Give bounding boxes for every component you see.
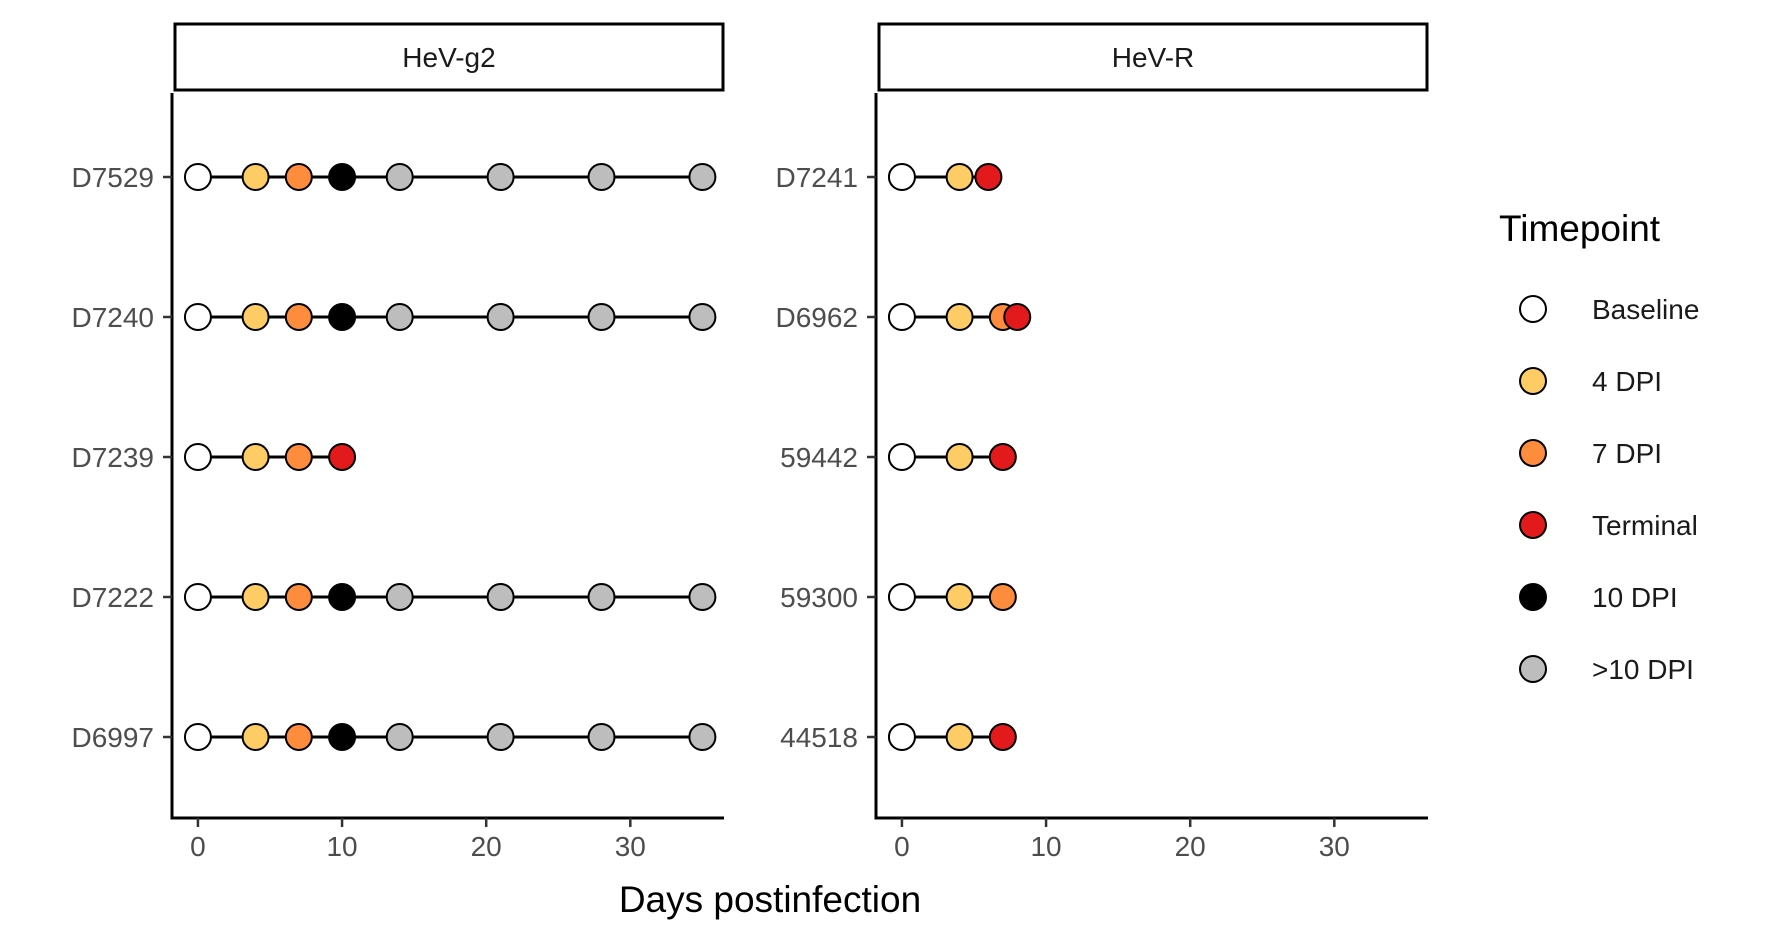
data-point-dpi7 <box>284 443 313 471</box>
y-tick-label: D7239 <box>71 442 154 473</box>
legend-label: Baseline <box>1592 294 1699 325</box>
data-point-dpi4 <box>945 583 974 611</box>
x-tick-label: 20 <box>471 831 502 862</box>
strip-label: HeV-g2 <box>402 42 495 73</box>
data-point-dpi4 <box>241 583 270 611</box>
strip-label: HeV-R <box>1112 42 1194 73</box>
legend-key <box>1519 367 1547 395</box>
data-point-baseline <box>183 303 212 331</box>
x-tick-label: 30 <box>615 831 646 862</box>
data-point-gt10 <box>486 723 515 751</box>
data-point-dpi4 <box>945 303 974 331</box>
data-point-dpi4 <box>241 443 270 471</box>
legend-key <box>1519 295 1547 323</box>
x-tick-label: 30 <box>1319 831 1350 862</box>
data-point-terminal <box>328 443 357 471</box>
legend-title: Timepoint <box>1499 208 1661 249</box>
data-point-gt10 <box>486 583 515 611</box>
y-tick-label: 44518 <box>780 722 858 753</box>
data-point-baseline <box>183 163 212 191</box>
data-point-baseline <box>887 723 916 751</box>
legend-key <box>1519 655 1547 683</box>
data-point-dpi4 <box>945 163 974 191</box>
y-tick-label: D7240 <box>71 302 154 333</box>
data-point-baseline <box>887 583 916 611</box>
x-tick-label: 0 <box>894 831 910 862</box>
data-point-dpi4 <box>945 723 974 751</box>
data-point-baseline <box>887 303 916 331</box>
strip-box <box>173 22 725 92</box>
legend: Timepoint Baseline 4 DPI 7 DPI Terminal 10 DP… <box>1499 208 1699 685</box>
legend-key <box>1519 511 1547 539</box>
data-point-gt10 <box>587 723 616 751</box>
legend-label: 10 DPI <box>1592 582 1678 613</box>
data-point-gt10 <box>688 723 717 751</box>
y-tick-label: D6997 <box>71 722 154 753</box>
legend-label: 7 DPI <box>1592 438 1662 469</box>
data-point-gt10 <box>385 303 414 331</box>
panel-2: HeV-R 0 10 20 30 D7241 D6962 59442 59300 44518 <box>775 22 1429 862</box>
data-point-dpi4 <box>241 303 270 331</box>
strip-box <box>877 22 1429 92</box>
x-tick-label: 10 <box>326 831 357 862</box>
y-tick-label: D7241 <box>775 162 858 193</box>
data-point-dpi10 <box>328 723 357 751</box>
data-point-gt10 <box>587 583 616 611</box>
data-point-dpi7 <box>284 583 313 611</box>
data-point-gt10 <box>688 303 717 331</box>
panels: HeV-g20 10 20 30D7529D7240D7239D7222D6997He… <box>71 22 1429 862</box>
y-tick-label: D7529 <box>71 162 154 193</box>
data-point-gt10 <box>385 583 414 611</box>
legend-item-dpi10: 10 DPI <box>1519 582 1678 613</box>
x-tick-label: 20 <box>1175 831 1206 862</box>
legend-item-dpi4: 4 DPI <box>1519 366 1662 397</box>
legend-item-terminal: Terminal <box>1519 510 1698 541</box>
data-point-baseline <box>183 723 212 751</box>
x-axis-title: Days postinfection <box>619 879 921 920</box>
legend-label: 4 DPI <box>1592 366 1662 397</box>
data-point-terminal <box>988 443 1017 471</box>
y-tick-label: D7222 <box>71 582 154 613</box>
data-point-dpi7 <box>988 583 1017 611</box>
legend-label: Terminal <box>1592 510 1698 541</box>
legend-item-baseline: Baseline <box>1519 294 1699 325</box>
data-point-baseline <box>887 163 916 191</box>
data-point-dpi7 <box>284 723 313 751</box>
data-point-terminal <box>988 723 1017 751</box>
panel-1: HeV-g2 0 10 20 30 D7529 D7240 D7239 D7222 D6997 <box>71 22 725 862</box>
legend-label: >10 DPI <box>1592 654 1694 685</box>
data-point-dpi4 <box>945 443 974 471</box>
data-point-baseline <box>183 443 212 471</box>
data-point-gt10 <box>486 163 515 191</box>
data-point-baseline <box>183 583 212 611</box>
data-point-gt10 <box>385 163 414 191</box>
data-point-gt10 <box>587 163 616 191</box>
data-point-dpi4 <box>241 163 270 191</box>
data-point-terminal <box>974 163 1003 191</box>
x-tick-label: 10 <box>1030 831 1061 862</box>
data-point-dpi10 <box>328 303 357 331</box>
y-tick-label: D6962 <box>775 302 858 333</box>
y-tick-label: 59442 <box>780 442 858 473</box>
legend-item-dpi7: 7 DPI <box>1519 438 1662 469</box>
data-point-gt10 <box>486 303 515 331</box>
legend-item-gt10: >10 DPI <box>1519 654 1694 685</box>
data-point-baseline <box>887 443 916 471</box>
data-point-dpi7 <box>284 163 313 191</box>
y-tick-label: 59300 <box>780 582 858 613</box>
x-tick-label: 0 <box>190 831 206 862</box>
data-point-dpi10 <box>328 583 357 611</box>
data-point-gt10 <box>688 583 717 611</box>
legend-key <box>1519 439 1547 467</box>
data-point-gt10 <box>587 303 616 331</box>
legend-key <box>1519 583 1547 611</box>
data-point-terminal <box>1003 303 1032 331</box>
data-point-dpi7 <box>284 303 313 331</box>
data-point-dpi4 <box>241 723 270 751</box>
data-point-gt10 <box>385 723 414 751</box>
data-point-gt10 <box>688 163 717 191</box>
data-point-dpi10 <box>328 163 357 191</box>
